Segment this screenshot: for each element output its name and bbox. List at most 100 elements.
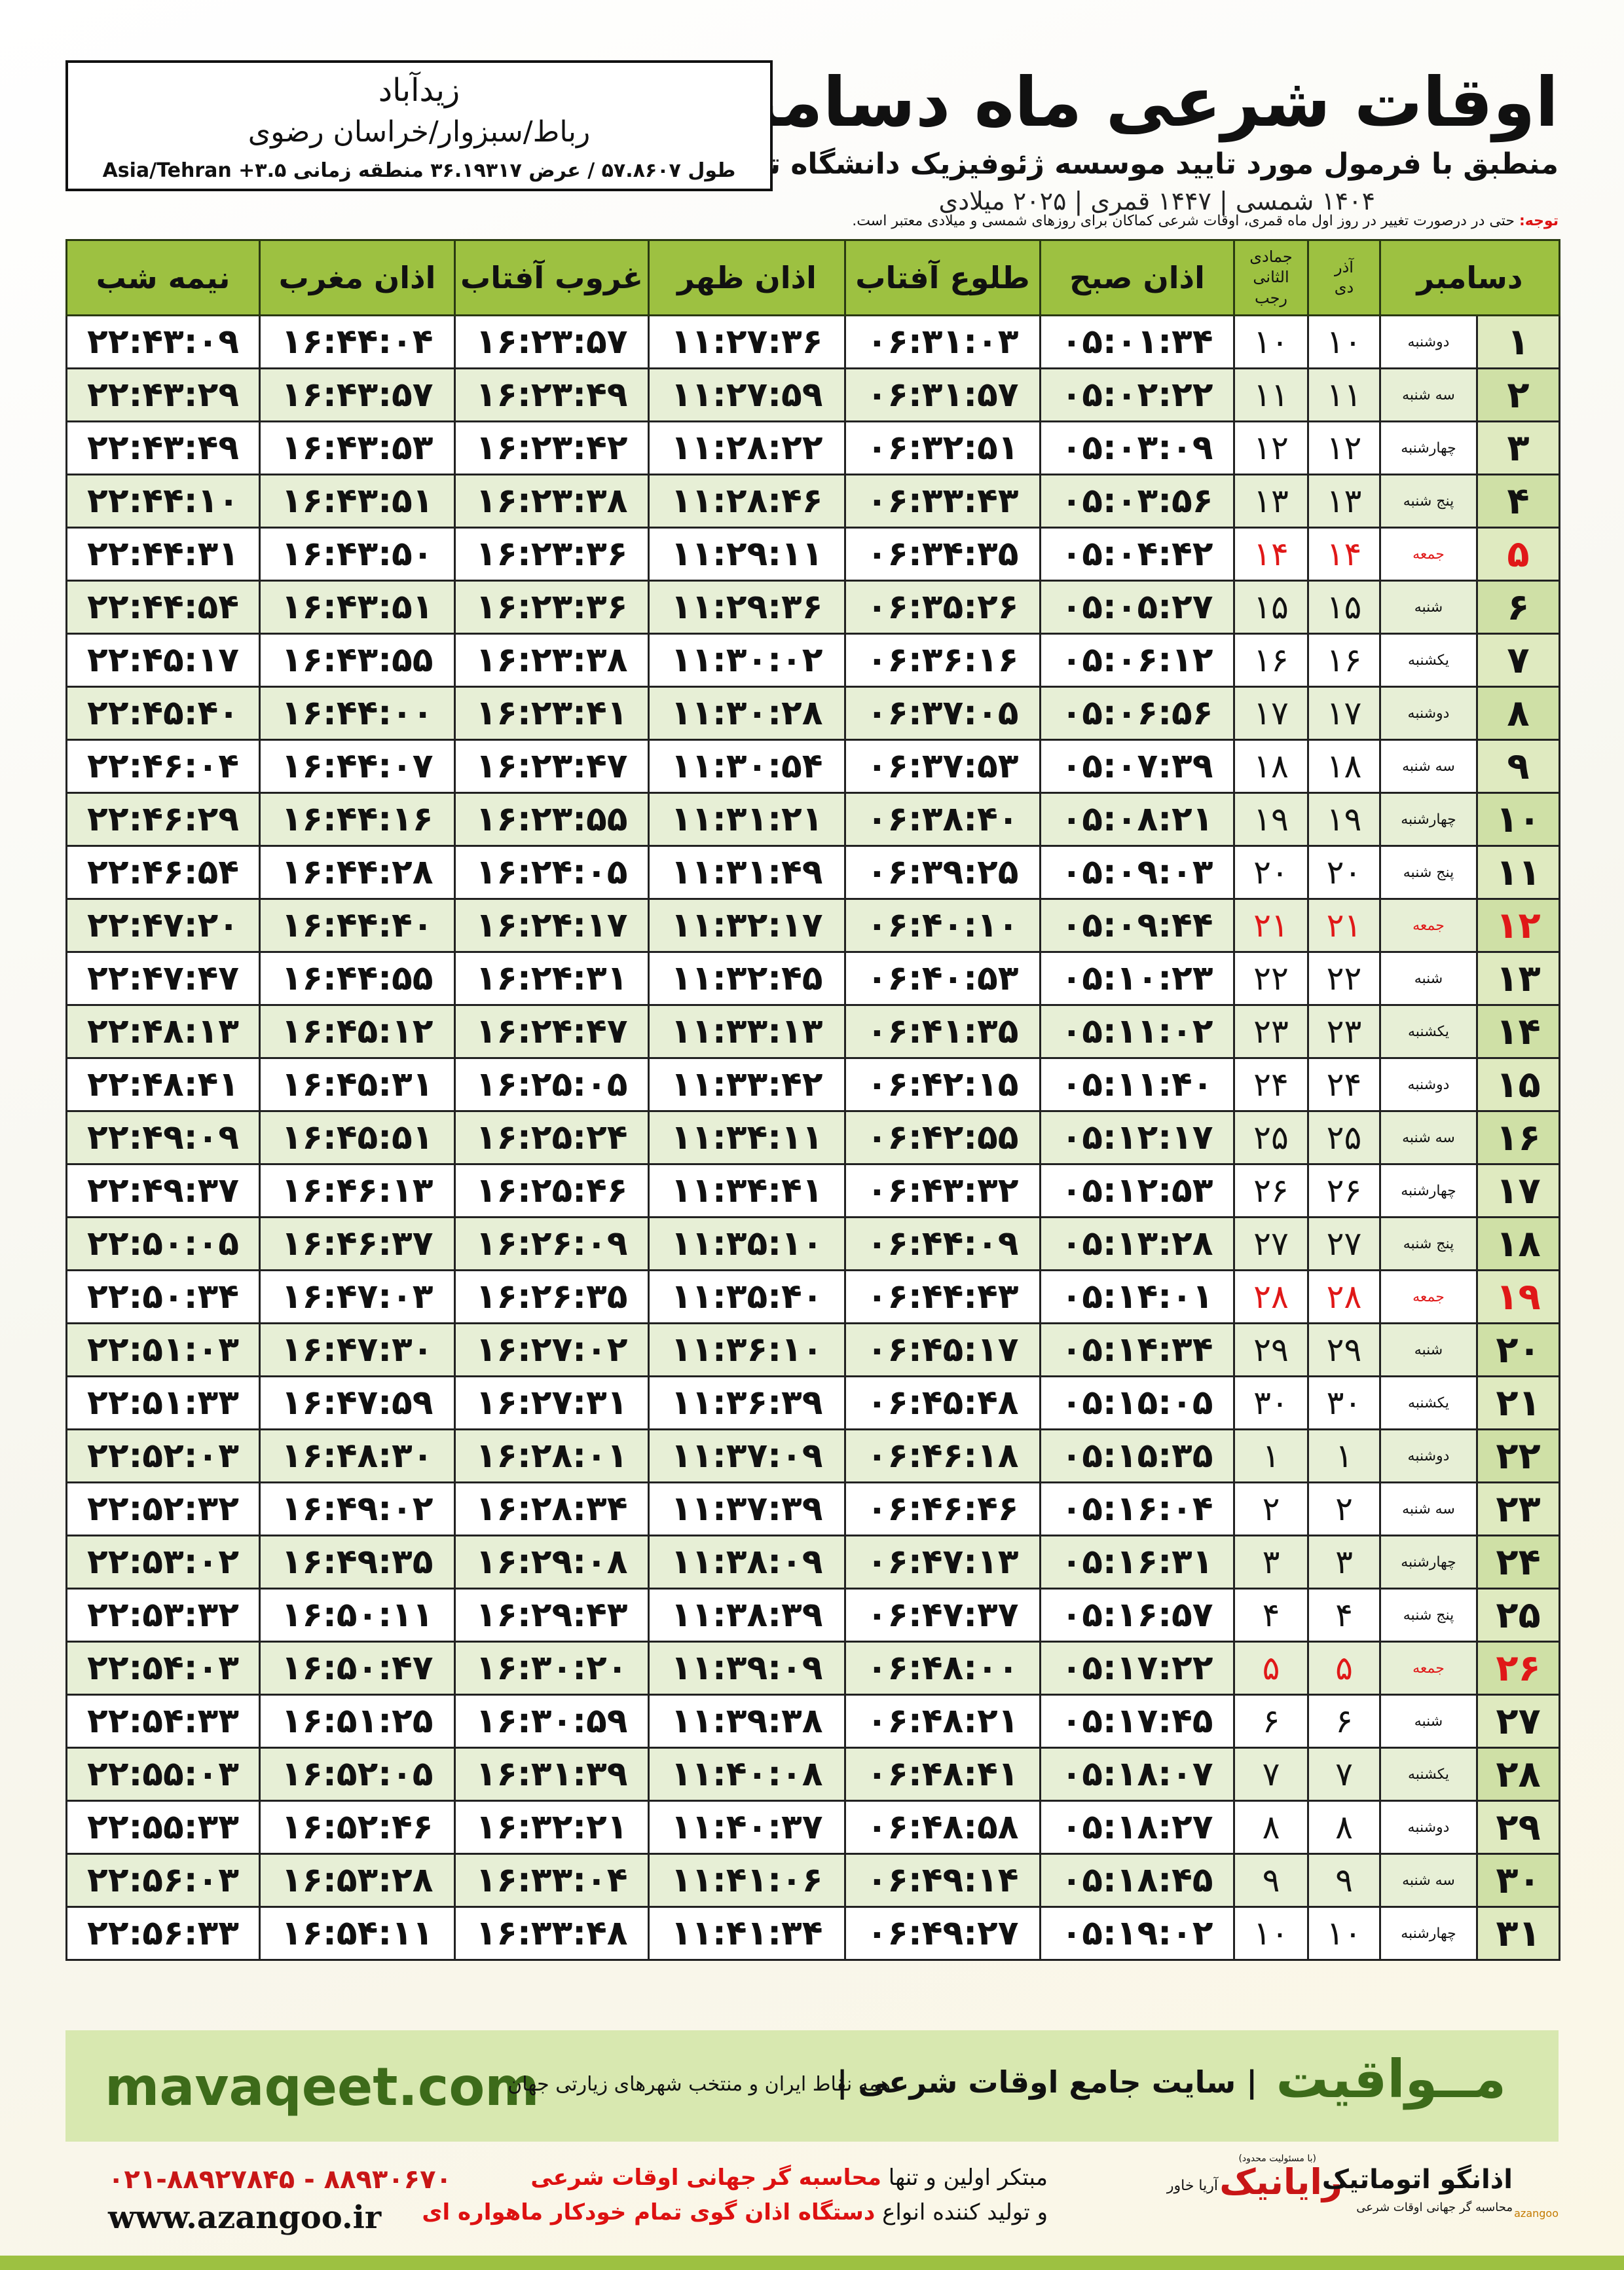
cell-t: ۱۱:۳۹:۰۹ (648, 1641, 846, 1696)
cell-t: ۰۵:۱۴:۰۱ (1039, 1269, 1235, 1324)
cell-day: ۱۲ (1476, 898, 1560, 953)
cell-t: ۱۶:۵۲:۴۶ (259, 1800, 456, 1855)
table-row: ۳۰ سه شنبه ۹ ۹ ۰۵:۱۸:۴۵ ۰۶:۴۹:۱۴ ۱۱:۴۱:۰۶ ۱۶:۳۳… (65, 1853, 1560, 1908)
cell-num: ۱۹ (1307, 792, 1381, 847)
cell-t: ۲۲:۵۴:۰۳ (65, 1641, 261, 1696)
cell-t: ۰۵:۱۸:۲۷ (1039, 1800, 1235, 1855)
cell-wd: چهارشنبه (1379, 1163, 1478, 1218)
footer-text: دستگاه اذان گوی تمام خودکار ماهواره ای (422, 2199, 876, 2225)
table-row: ۱۵ دوشنبه ۲۴ ۲۴ ۰۵:۱۱:۴۰ ۰۶:۴۲:۱۵ ۱۱:۳۳:۴۲ ۱۶:۲… (65, 1057, 1560, 1112)
cell-t: ۱۱:۲۹:۳۶ (648, 580, 846, 635)
table-row: ۲۱ یکشنبه ۳۰ ۳۰ ۰۵:۱۵:۰۵ ۰۶:۴۵:۴۸ ۱۱:۳۶:۳۹ ۱۶:۲… (65, 1375, 1560, 1430)
table-row: ۷ یکشنبه ۱۶ ۱۶ ۰۵:۰۶:۱۲ ۰۶:۳۶:۱۶ ۱۱:۳۰:۰۲ ۱۶:۲۳… (65, 633, 1560, 688)
cell-t: ۱۶:۵۰:۱۱ (259, 1588, 456, 1643)
cell-t: ۰۶:۴۶:۴۶ (844, 1481, 1041, 1536)
cell-t: ۱۶:۲۴:۳۱ (454, 951, 650, 1006)
cell-t: ۰۶:۴۰:۵۳ (844, 951, 1041, 1006)
cell-t: ۰۵:۱۲:۵۳ (1039, 1163, 1235, 1218)
table-row: ۱۹ جمعه ۲۸ ۲۸ ۰۵:۱۴:۰۱ ۰۶:۴۴:۴۳ ۱۱:۳۵:۴۰ ۱۶:۲۶:… (65, 1269, 1560, 1324)
cell-wd: چهارشنبه (1379, 792, 1478, 847)
cell-t: ۲۲:۵۵:۳۳ (65, 1800, 261, 1855)
cell-t: ۱۶:۲۶:۳۵ (454, 1269, 650, 1324)
cell-wd: شنبه (1379, 580, 1478, 635)
cell-t: ۰۶:۴۴:۰۹ (844, 1216, 1041, 1271)
cell-t: ۱۱:۲۸:۴۶ (648, 474, 846, 529)
cell-t: ۰۵:۰۶:۵۶ (1039, 686, 1235, 741)
cell-num: ۷ (1307, 1747, 1381, 1802)
cell-num: ۴ (1233, 1588, 1309, 1643)
cell-day: ۱ (1476, 314, 1560, 369)
cell-t: ۰۶:۳۷:۰۵ (844, 686, 1041, 741)
cell-t: ۰۵:۱۵:۳۵ (1039, 1428, 1235, 1483)
cell-t: ۱۱:۳۳:۴۲ (648, 1057, 846, 1112)
cell-wd: سه شنبه (1379, 1110, 1478, 1165)
cell-num: ۲۳ (1233, 1004, 1309, 1059)
cell-t: ۲۲:۵۶:۳۳ (65, 1906, 261, 1961)
cell-t: ۱۶:۳۰:۲۰ (454, 1641, 650, 1696)
cell-t: ۰۶:۳۱:۰۳ (844, 314, 1041, 369)
table-row: ۱۴ یکشنبه ۲۳ ۲۳ ۰۵:۱۱:۰۲ ۰۶:۴۱:۳۵ ۱۱:۳۳:۱۳ ۱۶:۲… (65, 1004, 1560, 1059)
cell-t: ۲۲:۴۵:۱۷ (65, 633, 261, 688)
cell-num: ۱۴ (1307, 527, 1381, 582)
cell-num: ۲۹ (1233, 1322, 1309, 1377)
table-row: ۴ پنج شنبه ۱۳ ۱۳ ۰۵:۰۳:۵۶ ۰۶:۳۳:۴۳ ۱۱:۲۸:۴۶ ۱۶:… (65, 474, 1560, 529)
cell-day: ۱۸ (1476, 1216, 1560, 1271)
cell-num: ۱۱ (1233, 367, 1309, 422)
website: www.azangoo.ir (108, 2199, 382, 2236)
cell-t: ۰۶:۳۶:۱۶ (844, 633, 1041, 688)
table-row: ۲۸ یکشنبه ۷ ۷ ۰۵:۱۸:۰۷ ۰۶:۴۸:۴۱ ۱۱:۴۰:۰۸ ۱۶:۳۱:… (65, 1747, 1560, 1802)
cell-wd: شنبه (1379, 1322, 1478, 1377)
cell-t: ۲۲:۴۳:۲۹ (65, 367, 261, 422)
cell-t: ۰۵:۱۲:۱۷ (1039, 1110, 1235, 1165)
cell-wd: چهارشنبه (1379, 420, 1478, 475)
cell-t: ۱۶:۴۸:۳۰ (259, 1428, 456, 1483)
cell-t: ۰۶:۳۷:۵۳ (844, 739, 1041, 794)
cell-num: ۲۳ (1307, 1004, 1381, 1059)
cell-wd: سه شنبه (1379, 367, 1478, 422)
dates: ۱۴۰۴ شمسی | ۱۴۴۷ قمری | ۲۰۲۵ میلادی (938, 187, 1375, 215)
cell-t: ۱۱:۳۰:۰۲ (648, 633, 846, 688)
cell-t: ۱۱:۳۳:۱۳ (648, 1004, 846, 1059)
cell-t: ۱۶:۴۶:۳۷ (259, 1216, 456, 1271)
cell-wd: جمعه (1379, 898, 1478, 953)
table-row: ۲۹ دوشنبه ۸ ۸ ۰۵:۱۸:۲۷ ۰۶:۴۸:۵۸ ۱۱:۴۰:۳۷ ۱۶:۳۲:… (65, 1800, 1560, 1855)
cell-day: ۸ (1476, 686, 1560, 741)
table-row: ۲ سه شنبه ۱۱ ۱۱ ۰۵:۰۲:۲۲ ۰۶:۳۱:۵۷ ۱۱:۲۷:۵۹ ۱۶:۲… (65, 367, 1560, 422)
header-cell: اذان مغرب (259, 239, 456, 316)
footer-line: مبتکر اولین و تنها محاسبه گر جهانی اوقات… (530, 2165, 1048, 2191)
cell-t: ۱۶:۲۳:۳۶ (454, 527, 650, 582)
cell-t: ۱۶:۲۳:۵۷ (454, 314, 650, 369)
cell-t: ۱۱:۳۸:۳۹ (648, 1588, 846, 1643)
cell-t: ۲۲:۴۳:۰۹ (65, 314, 261, 369)
cell-t: ۱۶:۴۴:۰۷ (259, 739, 456, 794)
cell-num: ۲۹ (1307, 1322, 1381, 1377)
table-row: ۱ دوشنبه ۱۰ ۱۰ ۰۵:۰۱:۳۴ ۰۶:۳۱:۰۳ ۱۱:۲۷:۳۶ ۱۶:۲۳… (65, 314, 1560, 369)
cell-num: ۲۱ (1307, 898, 1381, 953)
cell-t: ۱۶:۲۹:۴۳ (454, 1588, 650, 1643)
cell-wd: یکشنبه (1379, 1004, 1478, 1059)
cell-wd: پنج شنبه (1379, 1216, 1478, 1271)
cell-t: ۱۶:۴۴:۰۴ (259, 314, 456, 369)
cell-t: ۰۵:۱۶:۳۱ (1039, 1535, 1235, 1590)
cell-t: ۰۵:۰۹:۴۴ (1039, 898, 1235, 953)
cell-num: ۱۶ (1233, 633, 1309, 688)
cell-t: ۰۶:۴۲:۱۵ (844, 1057, 1041, 1112)
cell-t: ۱۱:۳۵:۱۰ (648, 1216, 846, 1271)
cell-num: ۲۵ (1233, 1110, 1309, 1165)
brand: مــواقیت (1276, 2049, 1506, 2110)
table-row: ۳ چهارشنبه ۱۲ ۱۲ ۰۵:۰۳:۰۹ ۰۶:۳۲:۵۱ ۱۱:۲۸:۲۲ ۱۶:… (65, 420, 1560, 475)
cell-num: ۱۶ (1307, 633, 1381, 688)
cell-t: ۲۲:۴۶:۰۴ (65, 739, 261, 794)
cell-t: ۰۵:۰۶:۱۲ (1039, 633, 1235, 688)
cell-t: ۲۲:۴۹:۰۹ (65, 1110, 261, 1165)
logo-text: رایانیک (1219, 2161, 1342, 2203)
cell-num: ۸ (1233, 1800, 1309, 1855)
cell-t: ۱۱:۳۱:۴۹ (648, 845, 846, 900)
cell-t: ۰۵:۱۸:۴۵ (1039, 1853, 1235, 1908)
table-row: ۱۲ جمعه ۲۱ ۲۱ ۰۵:۰۹:۴۴ ۰۶:۴۰:۱۰ ۱۱:۳۲:۱۷ ۱۶:۲۴:… (65, 898, 1560, 953)
cell-wd: یکشنبه (1379, 1375, 1478, 1430)
cell-t: ۱۱:۳۵:۴۰ (648, 1269, 846, 1324)
cell-t: ۱۱:۳۲:۱۷ (648, 898, 846, 953)
header-text: دی (1334, 278, 1354, 297)
cell-t: ۰۵:۱۸:۰۷ (1039, 1747, 1235, 1802)
